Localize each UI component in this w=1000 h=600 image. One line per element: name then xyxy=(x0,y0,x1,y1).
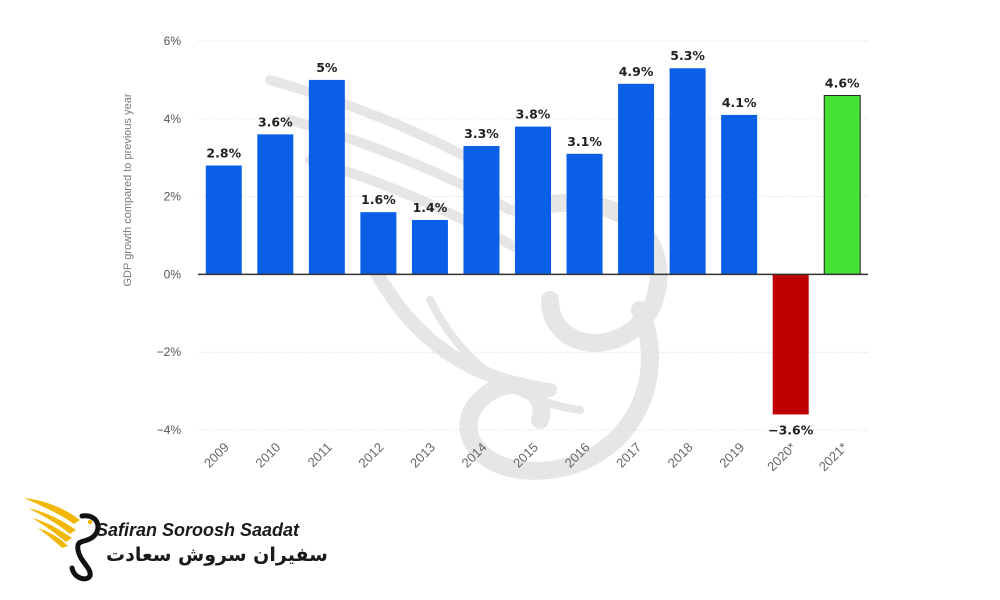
x-tick-label: 2010 xyxy=(252,440,283,471)
bar xyxy=(308,79,345,275)
bar xyxy=(463,146,500,275)
bar xyxy=(411,219,448,275)
bar xyxy=(669,68,706,275)
x-tick-label: 2009 xyxy=(201,440,232,471)
bar xyxy=(515,126,551,275)
brand-name-latin: Safiran Soroosh Saadat xyxy=(96,520,300,540)
x-tick-label: 2012 xyxy=(355,440,386,471)
y-tick-label: 0% xyxy=(164,267,182,281)
brand-logo: Safiran Soroosh Saadat سفیران سروش سعادت xyxy=(20,492,328,582)
bar xyxy=(721,114,758,275)
x-tick-label: 2015 xyxy=(510,440,541,471)
data-label: 4.1% xyxy=(722,95,757,110)
bar xyxy=(360,212,397,275)
data-label: 1.4% xyxy=(413,200,448,215)
data-label: 4.9% xyxy=(619,64,654,79)
x-tick-label: 2018 xyxy=(665,440,696,471)
x-tick-label: 2017 xyxy=(613,440,644,471)
data-label: 3.3% xyxy=(464,126,499,141)
x-tick-label: 2021* xyxy=(816,440,851,475)
x-tick-label: 2020* xyxy=(764,440,799,475)
y-tick-label: 6% xyxy=(164,34,182,48)
bar xyxy=(257,134,294,275)
bar xyxy=(823,94,861,275)
y-tick-label: 4% xyxy=(164,112,182,126)
data-label: 3.8% xyxy=(516,107,551,122)
bar xyxy=(566,153,603,275)
bar xyxy=(772,274,809,415)
x-tick-label: 2014 xyxy=(459,440,490,471)
bar xyxy=(618,83,655,275)
brand-name-farsi: سفیران سروش سعادت xyxy=(106,544,328,566)
golden-wing-swan-icon xyxy=(24,498,101,582)
y-tick-label: 2% xyxy=(164,190,182,204)
data-label: 4.6% xyxy=(825,75,860,90)
x-tick-label: 2011 xyxy=(305,440,335,470)
data-label: 3.1% xyxy=(567,134,602,149)
data-label: 1.6% xyxy=(361,192,396,207)
x-tick-label: 2013 xyxy=(407,440,438,471)
bar xyxy=(205,165,242,275)
x-tick-label: 2019 xyxy=(716,440,747,471)
x-tick-label: 2016 xyxy=(562,440,593,471)
y-tick-label: −4% xyxy=(157,423,182,437)
data-label: 3.6% xyxy=(258,114,293,129)
y-tick-label: −2% xyxy=(157,345,182,359)
data-label: 5% xyxy=(316,60,338,75)
data-label: −3.6% xyxy=(768,422,814,437)
data-label: 5.3% xyxy=(670,48,705,63)
data-label: 2.8% xyxy=(206,145,241,160)
